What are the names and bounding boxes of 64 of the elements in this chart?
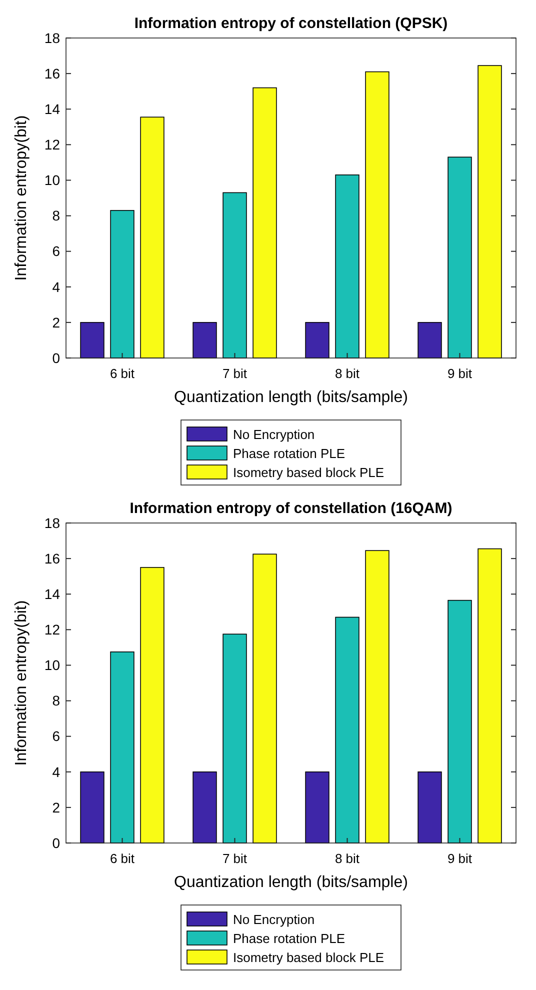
y-tick-label: 16 [44,550,60,566]
bar [140,116,164,358]
x-tick-label: 6 bit [110,366,135,381]
y-tick-label: 18 [44,514,60,531]
bar [365,550,390,844]
bar [305,771,330,844]
y-tick-label: 14 [44,586,60,602]
x-tick-label: 9 bit [447,366,472,381]
bar [252,554,277,844]
bar [252,87,277,358]
bar [305,322,330,358]
y-tick-label: 6 [52,243,60,260]
legend-label: Isometry based block PLE [233,465,384,480]
x-tick-label: 7 bit [222,851,248,866]
bar [110,651,134,844]
bar [418,771,442,844]
bar [222,634,247,844]
x-tick-label: 9 bit [447,851,472,866]
x-tick-label: 8 bit [334,851,360,866]
bar [365,71,390,358]
bar [192,771,217,844]
y-tick-label: 6 [52,728,60,744]
y-tick-label: 12 [44,136,60,153]
bar [335,174,360,358]
y-tick-label: 8 [52,208,60,224]
x-axis-title: Quantization length (bits/sample) [174,874,408,891]
y-tick-label: 2 [52,314,60,330]
bar [478,548,502,844]
x-tick-label: 8 bit [334,366,360,381]
bar [478,65,502,358]
x-tick-label: 6 bit [110,851,135,866]
bar [448,600,472,844]
bar [80,322,104,358]
y-tick-label: 18 [44,30,60,46]
bar [192,322,217,358]
x-axis-title: Quantization length (bits/sample) [174,389,408,406]
chart-title: Information entropy of constellation (16QAM) [130,500,452,517]
bar [335,616,360,844]
y-axis-title: Information entropy(bit) [13,115,30,281]
bar [418,322,442,358]
bar [140,567,164,844]
y-tick-label: 8 [52,692,60,709]
y-tick-label: 4 [52,278,60,295]
bar [448,156,472,358]
legend-label: No Encryption [233,427,315,442]
y-tick-label: 0 [52,350,60,366]
bar [222,192,247,358]
y-tick-label: 16 [44,65,60,82]
chart-title: Information entropy of constellation (QPSK) [134,15,448,32]
y-tick-label: 12 [44,622,60,638]
y-tick-label: 0 [52,834,60,851]
bar [110,210,134,358]
y-tick-label: 2 [52,799,60,816]
y-tick-label: 4 [52,764,60,780]
x-tick-label: 7 bit [222,366,248,381]
y-tick-label: 10 [44,172,60,188]
legend-label: Phase rotation PLE [233,931,346,946]
y-tick-label: 10 [44,657,60,674]
legend-label: No Encryption [233,912,315,928]
legend-label: Phase rotation PLE [233,446,346,462]
y-tick-label: 14 [44,101,60,118]
y-axis-title: Information entropy(bit) [13,600,30,766]
legend-label: Isometry based block PLE [233,950,384,966]
bar [80,771,104,844]
